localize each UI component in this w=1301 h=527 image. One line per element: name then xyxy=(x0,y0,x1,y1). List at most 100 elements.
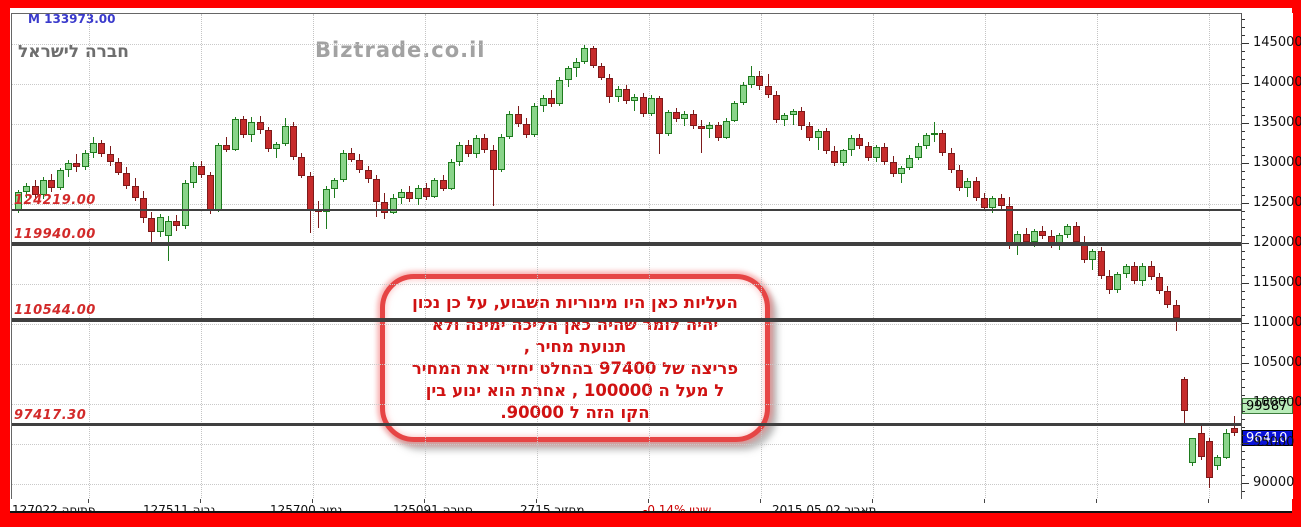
time-gridline xyxy=(985,14,986,500)
price-axis-tick xyxy=(1242,371,1245,372)
candle-up xyxy=(506,114,514,137)
price-axis-tick xyxy=(1242,355,1245,356)
candle-down xyxy=(1097,251,1105,276)
time-gridline xyxy=(761,14,762,500)
candle-down xyxy=(756,76,764,87)
price-gridline xyxy=(12,484,1241,485)
candle-up xyxy=(872,147,880,158)
candle-up xyxy=(189,165,197,184)
candle-down xyxy=(606,77,614,97)
candle-down xyxy=(123,172,131,186)
candle-down xyxy=(639,96,647,115)
price-gridline xyxy=(12,444,1241,445)
price-axis-tick xyxy=(1242,283,1249,284)
annotation-callout: העליות כאן היו מינוריות השבוע, על כן נכו… xyxy=(380,274,770,442)
price-axis-tick xyxy=(1242,131,1245,132)
price-axis-label: 130000 xyxy=(1253,155,1301,170)
candle-up xyxy=(23,186,31,192)
price-axis-tick xyxy=(1242,147,1245,148)
price-axis-tick xyxy=(1242,275,1245,276)
candle-up xyxy=(922,135,930,146)
candle-down xyxy=(589,48,597,67)
candle-down xyxy=(689,113,697,126)
candle-up xyxy=(1222,432,1230,458)
time-axis-tick xyxy=(424,499,425,503)
candle-down xyxy=(31,186,39,196)
candle-wick xyxy=(167,216,169,261)
candle-up xyxy=(706,124,714,129)
candle-up xyxy=(664,112,672,134)
level-label: 124219.00 xyxy=(14,193,96,209)
price-axis[interactable]: 99587 96410 145000 140000 135000 130000 1250… xyxy=(1241,13,1301,499)
candle-up xyxy=(1122,266,1130,275)
candle-up xyxy=(231,119,239,150)
price-axis-tick xyxy=(1242,19,1245,20)
price-axis-tick xyxy=(1242,475,1245,476)
plot-area[interactable]: M 133973.00 חברה לישראל Biztrade.co.il ה… xyxy=(11,12,1241,501)
candle-down xyxy=(797,111,805,127)
price-axis-tick xyxy=(1242,123,1249,124)
price-gridline xyxy=(12,284,1241,285)
candle-up xyxy=(331,180,339,189)
candle-down xyxy=(173,220,181,227)
candle-up xyxy=(15,192,22,210)
time-gridline xyxy=(649,14,650,500)
candle-wick xyxy=(634,93,636,112)
candle-up xyxy=(614,88,622,97)
candle-up xyxy=(414,188,422,200)
time-axis-tick xyxy=(1096,499,1097,503)
candle-down xyxy=(381,201,389,213)
candle-down xyxy=(856,137,864,147)
price-axis-tick xyxy=(1242,411,1245,412)
price-axis-tick xyxy=(1242,115,1245,116)
candle-down xyxy=(464,144,472,154)
price-axis-tick xyxy=(1242,339,1245,340)
price-gridline xyxy=(12,124,1241,125)
candle-up xyxy=(789,111,797,116)
time-gridline xyxy=(537,14,538,500)
candle-up xyxy=(739,84,747,104)
price-axis-tick xyxy=(1242,483,1249,484)
price-axis-tick xyxy=(1242,331,1245,332)
candle-up xyxy=(431,180,439,197)
candle-up xyxy=(1031,231,1039,242)
time-axis-tick xyxy=(88,499,89,503)
price-axis-label: 125000 xyxy=(1253,195,1301,210)
stat-3: סגירה 125091 xyxy=(393,503,473,511)
price-axis-tick xyxy=(1242,155,1245,156)
price-axis-tick xyxy=(1242,443,1249,444)
last-price-tag: 96410 xyxy=(1242,429,1293,446)
price-axis-tick xyxy=(1242,27,1245,28)
candle-up xyxy=(1114,274,1122,291)
candle-down xyxy=(1039,231,1047,236)
candle-down xyxy=(406,192,414,200)
candle-up xyxy=(647,97,655,115)
time-axis[interactable]: פתיחה 127022 גבוה 127511 נמוך 125700 סגירה … xyxy=(10,499,1292,511)
price-axis-tick xyxy=(1242,83,1249,84)
candle-up xyxy=(1139,265,1147,281)
candle-up xyxy=(931,132,939,136)
candle-down xyxy=(489,149,497,171)
level-line xyxy=(12,423,1241,427)
candle-down xyxy=(956,169,964,188)
price-axis-label: 105000 xyxy=(1253,355,1301,370)
time-axis-tick xyxy=(312,499,313,503)
time-gridline xyxy=(1097,14,1098,500)
candle-down xyxy=(981,197,989,208)
candle-wick xyxy=(934,122,936,143)
price-axis-tick xyxy=(1242,427,1245,428)
candle-up xyxy=(248,121,256,136)
candle-up xyxy=(214,144,222,212)
candle-down xyxy=(514,114,522,124)
level-line xyxy=(12,242,1241,247)
time-axis-tick xyxy=(984,499,985,503)
candle-wick xyxy=(767,73,769,99)
candle-down xyxy=(714,124,722,138)
candle-up xyxy=(456,144,464,163)
candle-up xyxy=(897,168,905,174)
candle-down xyxy=(1131,266,1139,281)
time-axis-tick xyxy=(872,499,873,503)
annotation-line: ל מעל ה 100000 , אחרת הוא ינוע בין xyxy=(425,381,725,400)
price-axis-tick xyxy=(1242,107,1245,108)
